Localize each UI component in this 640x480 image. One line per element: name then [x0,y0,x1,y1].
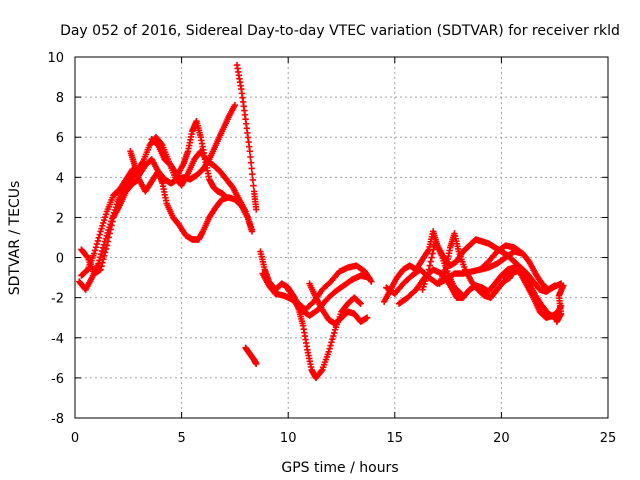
data-point [248,165,255,172]
data-point [250,182,257,189]
data-point [248,228,256,235]
data-point [93,240,101,248]
data-point [363,314,371,321]
x-axis-label: GPS time / hours [281,460,398,476]
data-point [109,218,116,225]
data-point [518,249,525,256]
data-point [83,253,91,260]
series-pass-3 [127,148,256,243]
data-point [101,249,109,256]
y-tick-label: -2 [51,292,64,307]
series-pass-5 [233,61,260,213]
data-point [94,237,102,245]
data-point [519,250,526,257]
series-pass-15 [476,242,526,273]
data-point [246,148,254,155]
data-point [223,194,230,201]
data-point [326,345,333,352]
data-point [98,262,105,270]
x-tick-label: 20 [493,431,510,446]
y-tick-label: 8 [56,91,64,106]
data-point [330,332,337,340]
series-pass-18 [419,238,465,297]
data-point [104,238,112,245]
data-point [329,336,336,343]
data-point [135,176,143,183]
y-tick-label: -4 [51,332,64,347]
data-point [247,159,255,166]
data-point [253,360,260,368]
data-point [368,278,375,285]
data-point [249,170,256,178]
data-point [100,256,107,263]
data-point [328,339,335,346]
x-tick-label: 10 [280,431,297,446]
data-point [91,247,99,254]
data-point [325,348,332,356]
data-point [330,329,338,337]
y-tick-label: 0 [56,252,64,267]
y-tick-label: -8 [51,412,64,427]
y-tick-label: 4 [56,171,64,186]
series-pass-16 [500,266,526,279]
data-point [430,246,437,253]
data-point [103,242,111,249]
data-point [429,250,436,257]
data-point [105,234,113,241]
data-point [560,282,567,289]
series-pass-19 [553,282,567,325]
x-tick-label: 25 [600,431,617,446]
data-point [101,252,108,260]
data-point [107,226,114,233]
y-tick-label: 2 [56,211,64,226]
y-tick-label: -6 [51,372,64,387]
data-point [106,230,113,237]
data-point [96,231,103,238]
series-pass-6 [242,344,260,368]
data-points [76,61,567,382]
data-point [519,266,526,273]
data-point [97,266,104,273]
data-point [99,244,107,252]
y-axis-label: SDTVAR / TECUs [7,181,23,296]
ticks: 0 5 10 15 20 25 -8 -6 -4 -2 0 2 4 6 8 10 [47,51,616,446]
x-tick-label: 15 [387,431,404,446]
data-point [327,342,334,349]
series-pass-4 [148,117,230,201]
data-point [356,299,363,307]
data-point [102,245,110,253]
data-point [456,289,464,296]
data-point [95,234,102,241]
data-point [92,244,100,251]
data-point [253,206,260,213]
data-point [551,282,558,289]
data-point [247,153,254,161]
data-point [425,266,433,273]
data-point [99,259,106,266]
data-point [428,254,435,261]
data-point [90,250,98,257]
data-point [318,367,325,375]
data-point [249,176,257,184]
data-point [427,258,434,265]
data-point [231,101,239,109]
y-tick-label: 6 [56,131,64,146]
data-point [100,241,108,248]
x-tick-label: 5 [177,431,185,446]
data-point [457,290,465,297]
data-point [426,262,434,269]
data-point [108,222,115,229]
plot-frame [74,56,609,419]
grid [75,57,608,418]
y-tick-label: 10 [47,51,64,66]
data-point [357,300,364,307]
series-pass-17 [78,176,143,277]
series-pass-10 [306,280,371,327]
chart-title: Day 052 of 2016, Sidereal Day-to-day VTE… [60,23,620,39]
x-tick-label: 0 [71,431,79,446]
